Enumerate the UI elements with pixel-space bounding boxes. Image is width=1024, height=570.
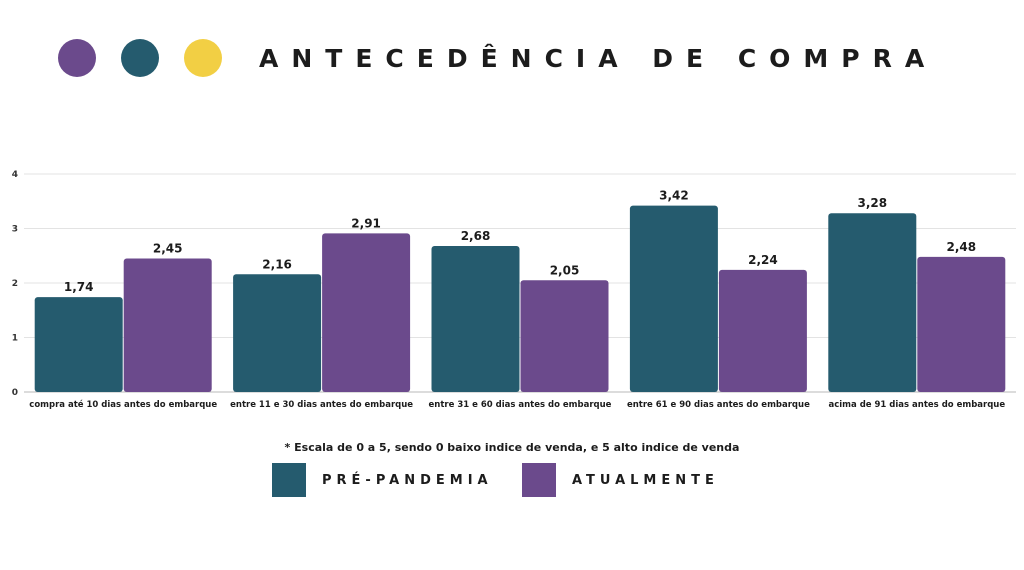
purple-dot-icon: [58, 39, 96, 77]
bar: [322, 233, 411, 392]
x-tick-label: compra até 10 dias antes do embarque: [29, 399, 217, 410]
bar: [123, 258, 212, 392]
bar-chart: 0 1 2 3 4 1,74 2,45 compra até 10 dias antes do…: [12, 170, 1016, 410]
legend-item-pre-pandemia: PRÉ-PANDEMIA: [272, 462, 493, 498]
bar: [431, 245, 520, 392]
bar: [828, 213, 917, 392]
bar: [34, 297, 123, 392]
data-label: 2,91: [351, 216, 381, 230]
x-tick-label: entre 31 e 60 dias antes do embarque: [429, 400, 612, 410]
y-tick-label: 2: [12, 279, 18, 289]
bar: [917, 256, 1006, 392]
y-tick-label: 3: [12, 225, 18, 235]
legend-swatch-atualmente: [522, 463, 556, 497]
data-label: 2,24: [748, 253, 778, 267]
header: ANTECEDÊNCIA DE COMPRA: [58, 38, 937, 78]
x-tick-label: entre 61 e 90 dias antes do embarque: [627, 400, 810, 410]
x-tick-label: acima de 91 dias antes do embarque: [828, 400, 1005, 410]
x-tick-label: entre 11 e 30 dias antes do embarque: [230, 400, 413, 410]
legend: PRÉ-PANDEMIA ATUALMENTE: [0, 462, 1024, 498]
teal-dot-icon: [121, 39, 159, 77]
data-label: 1,74: [64, 280, 94, 294]
y-tick-label: 4: [12, 170, 18, 180]
data-label: 2,45: [153, 241, 183, 255]
scale-note: * Escala de 0 a 5, sendo 0 baixo indice …: [284, 441, 740, 454]
bar: [629, 205, 718, 392]
data-label: 2,48: [946, 240, 976, 254]
data-label: 3,28: [857, 196, 887, 210]
chart-title: ANTECEDÊNCIA DE COMPRA: [259, 43, 938, 73]
y-tick-label: 0: [12, 388, 18, 398]
legend-swatch-pre-pandemia: [272, 463, 306, 497]
legend-label-pre-pandemia: PRÉ-PANDEMIA: [322, 472, 493, 488]
yellow-dot-icon: [184, 39, 222, 77]
bar: [520, 280, 609, 392]
data-label: 2,68: [461, 229, 491, 243]
bar: [718, 269, 807, 392]
data-label: 3,42: [659, 189, 689, 203]
bar: [233, 274, 322, 392]
legend-item-atualmente: ATUALMENTE: [522, 462, 719, 498]
data-label: 2,05: [550, 263, 580, 277]
legend-label-atualmente: ATUALMENTE: [572, 472, 719, 488]
data-label: 2,16: [262, 257, 292, 271]
y-tick-label: 1: [12, 334, 18, 344]
